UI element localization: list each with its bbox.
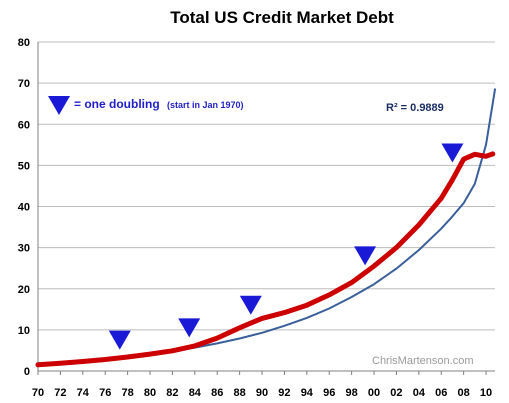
x-tick-label: 78 [121,387,133,399]
x-tick-label: 82 [166,387,178,399]
doubling-marker-icon [178,318,201,338]
doubling-marker-icon [108,330,131,350]
doubling-markers [108,143,464,350]
x-tick-label: 94 [301,387,314,399]
y-tick-label: 40 [18,202,30,214]
x-tick-label: 74 [77,387,90,399]
svg-text:= one doubling (start in: = one doubling (start in Jan 1970) [74,97,244,111]
x-tick-label: 72 [54,387,66,399]
r-squared-annotation: R² = 0.9889 [386,102,444,114]
x-tick-label: 00 [368,387,380,399]
x-tick-label: 92 [278,387,290,399]
y-tick-label: 50 [18,160,30,172]
y-tick-label: 60 [18,119,30,131]
series-line-debt [35,151,496,368]
x-tick-label: 08 [458,387,470,399]
doubling-marker-icon [441,143,464,163]
axes: 0 10 20 30 40 50 60 70 80 70 72 74 76 78 80 82 84 86 88 90 9… [18,37,495,399]
x-tick-label: 90 [256,387,268,399]
y-tick-label: 80 [18,37,30,49]
legend-label: = one doubling [74,97,160,111]
series-line-trend [37,88,496,365]
x-tick-label: 86 [211,387,223,399]
x-tick-label: 84 [189,387,202,399]
x-tick-label: 96 [323,387,335,399]
watermark: ChrisMartenson.com [372,355,473,367]
x-tick-label: 88 [233,387,245,399]
x-tick-label: 98 [346,387,358,399]
legend-sublabel: (start in Jan 1970) [167,100,244,110]
y-tick-label: 70 [18,78,30,90]
series [35,88,496,368]
x-tick-label: 06 [435,387,447,399]
legend-marker-icon [48,96,70,115]
x-tick-label: 76 [99,387,111,399]
y-tick-label: 0 [24,366,30,378]
doubling-marker-icon [239,295,262,315]
doubling-marker-icon [354,246,377,266]
y-tick-label: 30 [18,243,30,255]
x-tick-label: 70 [32,387,44,399]
chart-title: Total US Credit Market Debt [170,8,394,27]
grid [38,41,495,331]
x-tick-label: 80 [144,387,156,399]
x-tick-label: 10 [480,387,492,399]
y-tick-label: 20 [18,284,30,296]
x-tick-label: 02 [390,387,402,399]
legend: = one doubling (start in Jan 1970) [48,96,244,115]
x-tick-label: 04 [413,387,426,399]
y-tick-label: 10 [18,325,30,337]
